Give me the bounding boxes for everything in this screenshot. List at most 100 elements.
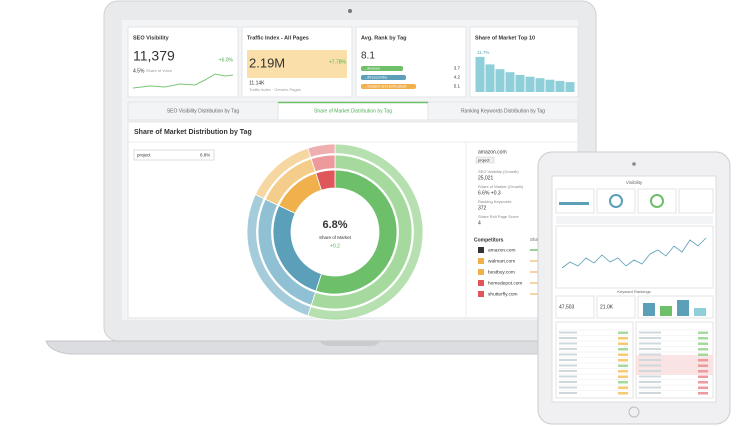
cell [698,331,708,334]
icon [478,258,484,264]
sunburst [246,143,424,321]
mini-bar [643,303,655,316]
row-label: ...Student and Enthusiast [364,85,407,89]
details: SEO Visibility (Growth)25,021 Share of Ma… [478,169,524,226]
card-title: Share of Market Top 10 [475,35,535,41]
card [127,26,239,98]
card-change: +7.78% [329,59,347,65]
cell [618,337,628,340]
card-change: +6.0% [219,57,234,63]
mini-card [555,188,595,214]
detail-label: Share Roll Page Score [478,214,519,219]
cell [618,331,628,334]
cell [618,353,628,356]
cell [698,342,708,345]
bar [515,74,525,92]
mini-chart [555,225,714,289]
detail-value: 6.6% +0.3 [478,190,501,196]
cell [639,381,661,383]
cell [618,370,628,373]
detail-domain: amazon.com [478,149,507,155]
bar [495,69,505,92]
mini-card [596,295,636,319]
competitor: amazon.com [488,248,515,253]
cell [639,342,661,345]
sunburst-segment [315,169,336,191]
cell [559,375,577,378]
cell [698,370,708,373]
row-label: ...devices [364,67,380,71]
card-sub: 4.5% [133,68,145,74]
mini-bar [559,202,589,205]
row-label: ...dfreccombo [364,76,387,80]
mini-card [637,188,677,214]
cell [698,348,708,351]
cell [698,364,708,367]
mini-bar-chart [475,56,575,92]
mini-tabs [556,216,713,224]
panel-title: Share of Market Distribution by Tag [134,129,252,136]
cell [698,392,708,395]
bar [535,78,545,92]
card-sub-label: Share of Voice [146,68,173,73]
camera [632,162,636,166]
center-value: 6.8% [322,219,347,231]
tab: SEO Visibility Distribution by Tag [167,108,240,114]
cell [618,364,628,367]
mini-bar [694,308,706,316]
cell [618,359,628,362]
cell [639,337,661,339]
tabs: SEO Visibility Distribution by Tag Share … [167,101,545,121]
icon [478,280,484,286]
competitor: shutterfly.com [488,291,518,297]
mini-bar [677,300,689,316]
row-value: 3.7 [454,66,461,71]
center-label: Share of Market [319,235,352,240]
row-value: 4.2 [454,75,461,80]
competitor: bestbuy.com [488,269,515,275]
cell [618,375,628,378]
detail-value: 4 [478,220,481,226]
tab: Ranking Keywords Distribution by Tag [461,108,545,114]
cell [639,386,661,389]
cell [559,342,577,345]
cell [639,375,661,378]
detail-label: SEO Visibility (Growth) [478,169,519,174]
home-button [628,406,640,418]
tablet-section: Keyword Rankings [617,289,650,294]
cell [639,331,661,334]
cell [639,392,661,394]
mini-card [555,295,595,319]
bar [505,72,515,92]
detail-value: 372 [478,205,487,211]
bar [485,64,495,92]
bar [545,79,555,92]
mini-value: 21.0K [600,304,614,310]
table-cell: project [137,153,151,158]
cell [698,381,708,384]
tag-pill [361,66,403,71]
cell [639,364,661,367]
icon [478,269,484,275]
mini-line [561,237,707,269]
competitor: homedepot.com [488,280,522,286]
tag-pill [361,75,406,80]
mini-value: 47,503 [559,304,575,310]
camera [348,9,352,13]
competitors-title: Competitors [474,237,504,243]
cards: SEO Visibility 11,379 +6.0% 4.5% Share o… [127,26,579,98]
tablet-title: Visibility [626,180,643,185]
sparkline [132,73,234,89]
cell [698,386,708,389]
cell [559,353,577,356]
card-sub: 11.14K [249,80,265,86]
mini-rows [559,329,710,395]
mini-bar [660,306,672,316]
card-value: 2.19M [249,55,285,70]
icon [478,247,484,253]
cell [618,381,628,384]
cell [618,386,628,389]
sunburst-segment [307,143,336,158]
cell [559,359,577,361]
